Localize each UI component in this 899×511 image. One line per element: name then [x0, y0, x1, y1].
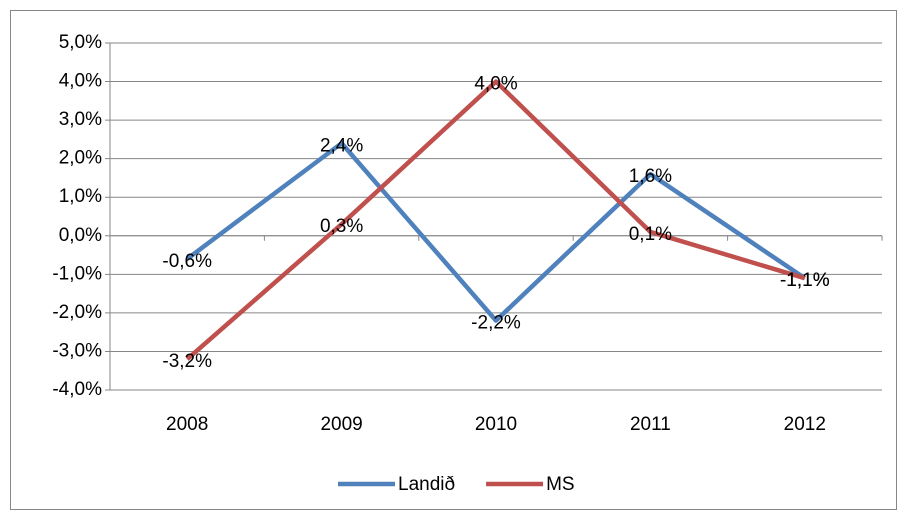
data-label: 4,0%: [474, 74, 517, 95]
x-tick-label: 2010: [475, 414, 517, 435]
y-tick-label: -4,0%: [52, 379, 102, 400]
y-tick-label: 5,0%: [59, 32, 102, 53]
data-label: 0,3%: [320, 216, 363, 237]
data-label: -2,2%: [471, 313, 521, 334]
y-tick-label: 1,0%: [59, 186, 102, 207]
data-label: -3,2%: [162, 351, 212, 372]
x-tick-label: 2008: [166, 414, 208, 435]
legend-label: MS: [546, 474, 575, 495]
data-label: 2,4%: [320, 135, 363, 156]
y-tick-label: 4,0%: [59, 71, 102, 92]
data-label: -1,1%: [780, 270, 830, 291]
y-tick-label: 2,0%: [59, 148, 102, 169]
y-tick-label: -2,0%: [52, 302, 102, 323]
data-label: 0,1%: [629, 224, 672, 245]
data-label: 1,6%: [629, 166, 672, 187]
series-line: [185, 140, 807, 323]
data-label: -0,6%: [162, 251, 212, 272]
x-tick-label: 2011: [630, 414, 671, 435]
y-tick-label: -3,0%: [52, 340, 102, 361]
chart-border: [10, 10, 897, 510]
data-label: -1,1%: [780, 270, 830, 291]
legend-label: Landið: [398, 474, 455, 495]
y-tick-label: 0,0%: [59, 225, 102, 246]
x-tick-label: 2009: [320, 414, 362, 435]
y-tick-label: 3,0%: [59, 109, 102, 130]
x-tick-label: 2012: [784, 414, 826, 435]
series-line: [185, 79, 806, 361]
y-tick-label: -1,0%: [52, 263, 102, 284]
